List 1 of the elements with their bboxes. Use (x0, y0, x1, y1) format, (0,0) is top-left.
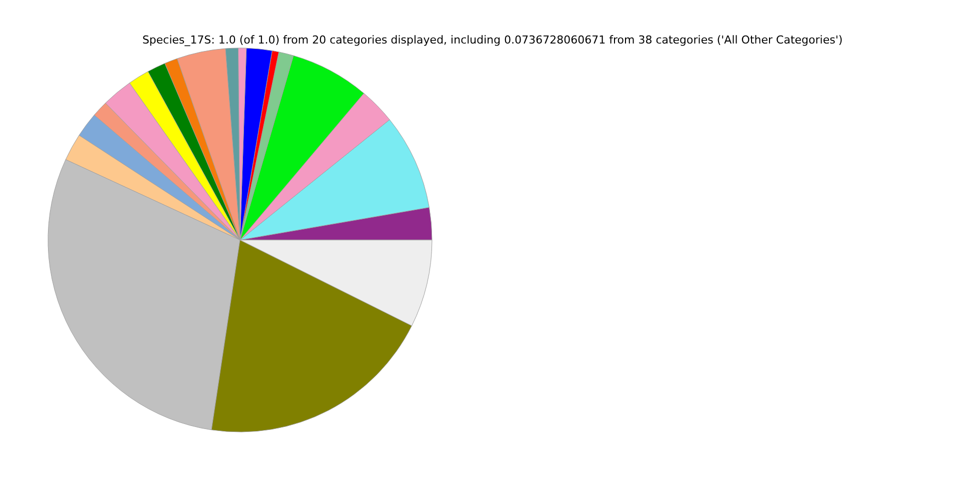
text: Species_17S: 1.0 (of 1.0) from 20 categories displayed, including 0.0736728060671 from 38 categories ('All Other Categories') (142, 34, 843, 47)
